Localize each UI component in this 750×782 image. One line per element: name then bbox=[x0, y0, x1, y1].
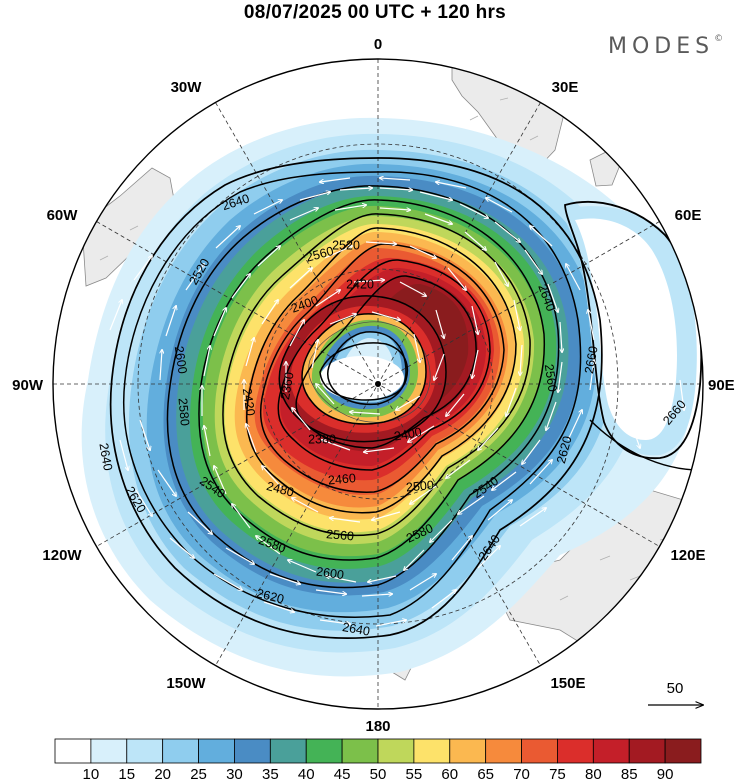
wind-vectors bbox=[109, 178, 684, 627]
colorbar-swatch bbox=[557, 738, 594, 764]
contour-label-2580: 2580 bbox=[176, 397, 192, 426]
contour-label-2420: 2420 bbox=[240, 387, 258, 417]
colorbar-tick-label: 35 bbox=[262, 766, 279, 782]
height-contours bbox=[109, 157, 703, 639]
colorbar-swatch bbox=[521, 738, 558, 764]
contour-label-2380: 2380 bbox=[308, 432, 336, 446]
contour-label-2640: 2640 bbox=[96, 442, 115, 472]
lon-label-150e: 150E bbox=[550, 675, 585, 692]
colorbar-swatch bbox=[341, 738, 379, 764]
contour-label-2620: 2620 bbox=[554, 435, 575, 466]
contour-label-2560: 2560 bbox=[326, 527, 355, 543]
colorbar-swatch bbox=[90, 738, 128, 764]
contour-label-2420: 2420 bbox=[346, 277, 374, 291]
colorbar-tick-label: 25 bbox=[190, 766, 207, 782]
colorbar-swatch bbox=[377, 738, 415, 764]
colorbar-tick-label: 15 bbox=[118, 766, 135, 782]
colorbar-tick-label: 20 bbox=[154, 766, 171, 782]
colorbar-tick-label: 45 bbox=[334, 766, 351, 782]
contour-label-2500: 2500 bbox=[405, 478, 434, 494]
lon-label-0: 0 bbox=[374, 36, 382, 53]
colorbar-tick-label: 60 bbox=[441, 766, 458, 782]
colorbar-tick-label: 90 bbox=[657, 766, 674, 782]
logo-text: MODES bbox=[608, 34, 715, 59]
lon-label-30w: 30W bbox=[171, 79, 203, 96]
colorbar-swatch bbox=[485, 738, 522, 764]
contour-label-2600: 2600 bbox=[315, 564, 345, 582]
colorbar-tick-label: 30 bbox=[226, 766, 243, 782]
colorbar-swatch bbox=[664, 738, 702, 764]
lon-label-120e: 120E bbox=[670, 547, 705, 564]
map-boundary bbox=[52, 58, 704, 710]
colorbar-tick-label: 40 bbox=[298, 766, 315, 782]
colorbar-swatch bbox=[592, 738, 630, 764]
contour-label-2400: 2400 bbox=[393, 425, 423, 444]
contour-label-2560: 2560 bbox=[305, 244, 336, 265]
modes-logo: MODES© bbox=[608, 34, 723, 59]
contour-label-2620: 2620 bbox=[255, 586, 285, 606]
south-pole-marker bbox=[375, 381, 381, 387]
contour-label-2520: 2520 bbox=[332, 238, 360, 252]
contour-label-2660: 2660 bbox=[582, 345, 601, 375]
colorbar-tick-label: 65 bbox=[477, 766, 494, 782]
contour-label-2360: 2360 bbox=[278, 371, 297, 401]
colorbar-swatch bbox=[126, 738, 164, 764]
colorbar-swatch bbox=[305, 738, 343, 764]
contour-label-2460: 2460 bbox=[327, 471, 356, 487]
colorbar-tick-label: 85 bbox=[621, 766, 638, 782]
lon-label-30e: 30E bbox=[552, 79, 579, 96]
colorbar-swatch bbox=[413, 738, 451, 764]
lon-label-60e: 60E bbox=[675, 207, 702, 224]
contour-label-2480: 2480 bbox=[265, 479, 296, 500]
contour-label-2560: 2560 bbox=[542, 363, 560, 393]
colorbar-tick-label: 50 bbox=[370, 766, 387, 782]
reference-vector: 50 bbox=[648, 680, 703, 705]
colorbar-swatch bbox=[162, 738, 199, 764]
colorbar-swatch bbox=[234, 738, 271, 764]
lon-label-180: 180 bbox=[365, 718, 390, 735]
colorbar-tick-label: 55 bbox=[406, 766, 423, 782]
map-title: 08/07/2025 00 UTC + 120 hrs bbox=[243, 2, 507, 23]
colorbar-swatch bbox=[54, 738, 92, 764]
reference-vector-label: 50 bbox=[667, 680, 684, 697]
lon-label-90w: 90W bbox=[12, 377, 44, 394]
colorbar-tick-label: 70 bbox=[513, 766, 530, 782]
contour-label-2600: 2600 bbox=[172, 345, 190, 375]
colorbar-swatch bbox=[269, 738, 307, 764]
colorbar-tick-label: 75 bbox=[549, 766, 566, 782]
contour-label-2640: 2640 bbox=[341, 620, 371, 639]
colorbar-tick-label: 10 bbox=[83, 766, 100, 782]
colorbar-swatch bbox=[198, 738, 235, 764]
colorbar-tick-label: 80 bbox=[585, 766, 602, 782]
lon-label-150w: 150W bbox=[166, 675, 206, 692]
logo-mark: © bbox=[714, 34, 724, 44]
colorbar-swatch bbox=[628, 738, 666, 764]
lon-label-120w: 120W bbox=[42, 547, 82, 564]
colorbar-swatch bbox=[449, 738, 487, 764]
map-disc bbox=[53, 59, 703, 709]
lon-label-90e: 90E bbox=[708, 377, 735, 394]
antarctica-outline bbox=[308, 321, 431, 423]
lon-label-60w: 60W bbox=[47, 207, 79, 224]
colorbar: 10 15 20 25 30 35 40 45 50 55 60 65 70 75 80 85 90 bbox=[54, 738, 702, 782]
